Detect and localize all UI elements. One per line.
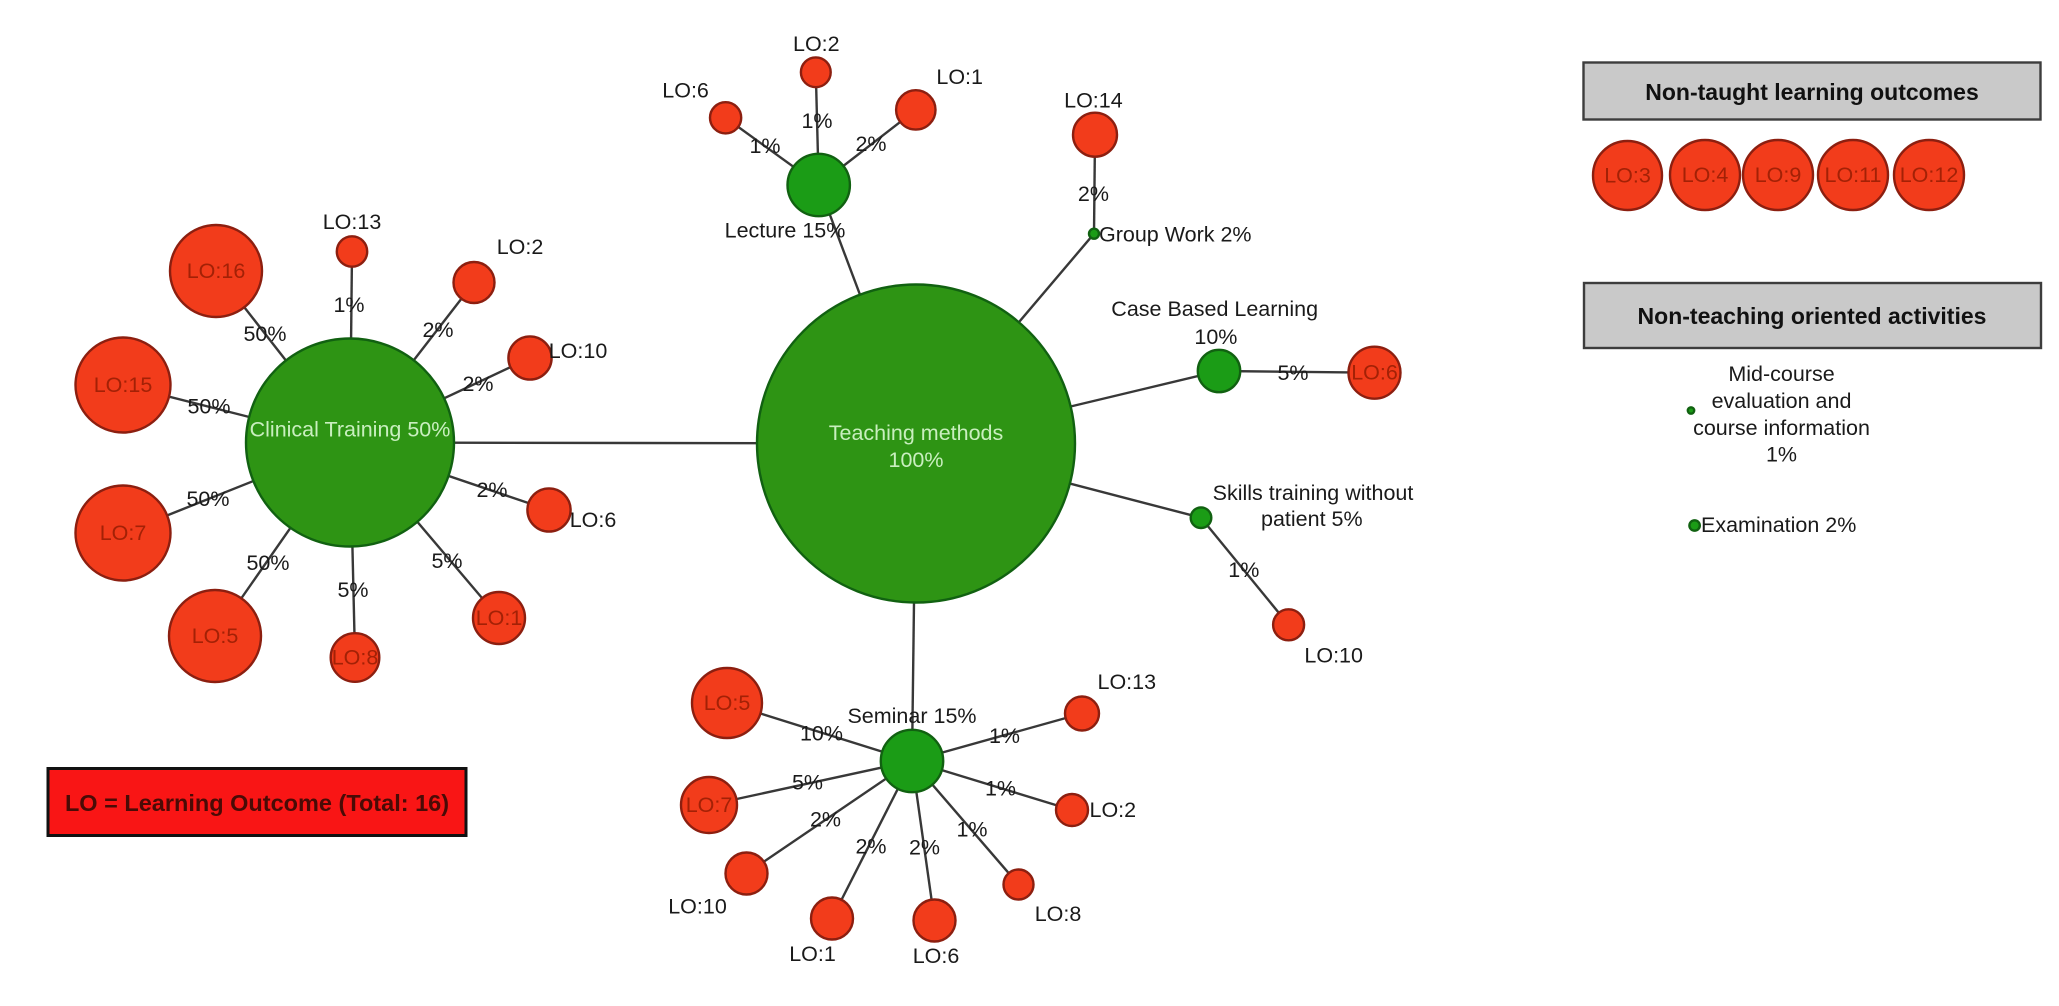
svg-text:Mid-course: Mid-course [1728, 362, 1834, 386]
svg-text:LO:2: LO:2 [793, 32, 840, 56]
svg-text:2%: 2% [422, 318, 453, 342]
svg-text:1%: 1% [989, 724, 1020, 748]
svg-text:Non-teaching oriented activiti: Non-teaching oriented activities [1638, 303, 1987, 329]
svg-text:2%: 2% [855, 132, 886, 156]
svg-text:1%: 1% [333, 293, 364, 317]
svg-text:50%: 50% [187, 395, 230, 419]
svg-text:LO:14: LO:14 [1064, 89, 1123, 113]
svg-text:5%: 5% [337, 578, 368, 602]
svg-text:LO:1: LO:1 [476, 606, 523, 630]
svg-text:Case Based Learning: Case Based Learning [1111, 297, 1318, 321]
svg-text:LO:1: LO:1 [936, 65, 983, 89]
svg-text:2%: 2% [462, 372, 493, 396]
svg-text:1%: 1% [1228, 558, 1259, 582]
svg-text:LO:4: LO:4 [1682, 163, 1729, 187]
svg-text:LO:8: LO:8 [332, 646, 379, 670]
svg-text:LO:6: LO:6 [1351, 361, 1398, 385]
svg-text:Clinical Training 50%: Clinical Training 50% [250, 418, 451, 442]
svg-text:5%: 5% [792, 771, 823, 795]
svg-text:LO:3: LO:3 [1604, 164, 1651, 188]
svg-text:10%: 10% [1194, 325, 1237, 349]
svg-text:LO:10: LO:10 [549, 339, 608, 363]
svg-text:LO:6: LO:6 [913, 944, 960, 968]
svg-text:LO:5: LO:5 [192, 624, 239, 648]
svg-text:LO:10: LO:10 [668, 895, 727, 919]
svg-text:2%: 2% [810, 808, 841, 832]
svg-text:Group Work 2%: Group Work 2% [1099, 223, 1252, 247]
svg-text:LO:7: LO:7 [686, 793, 733, 817]
svg-text:Skills training without: Skills training without [1213, 481, 1414, 505]
svg-text:Lecture 15%: Lecture 15% [725, 219, 846, 243]
svg-text:LO:9: LO:9 [1755, 163, 1802, 187]
svg-text:1%: 1% [1766, 443, 1797, 467]
svg-text:1%: 1% [956, 818, 987, 842]
svg-text:10%: 10% [800, 722, 843, 746]
svg-text:50%: 50% [186, 487, 229, 511]
svg-text:LO:12: LO:12 [1900, 163, 1959, 187]
svg-text:Examination 2%: Examination 2% [1701, 513, 1856, 537]
svg-text:1%: 1% [749, 134, 780, 158]
svg-text:2%: 2% [476, 478, 507, 502]
svg-text:100%: 100% [889, 448, 944, 472]
svg-text:LO:2: LO:2 [1089, 798, 1136, 822]
svg-text:LO:13: LO:13 [323, 210, 382, 234]
svg-text:LO:2: LO:2 [497, 235, 544, 259]
svg-text:LO:6: LO:6 [570, 508, 617, 532]
svg-text:2%: 2% [855, 835, 886, 859]
svg-text:1%: 1% [801, 109, 832, 133]
svg-text:LO:15: LO:15 [94, 373, 153, 397]
svg-text:LO:1: LO:1 [789, 942, 836, 966]
svg-text:50%: 50% [243, 322, 286, 346]
svg-text:LO = Learning Outcome (Total:: LO = Learning Outcome (Total: 16) [65, 790, 449, 816]
svg-text:course information: course information [1693, 416, 1870, 440]
svg-text:Teaching methods: Teaching methods [829, 421, 1004, 445]
svg-text:LO:11: LO:11 [1825, 163, 1882, 187]
svg-text:LO:8: LO:8 [1035, 902, 1082, 926]
svg-text:Non-taught learning outcomes: Non-taught learning outcomes [1645, 79, 1979, 105]
svg-text:2%: 2% [909, 836, 940, 860]
svg-text:Seminar 15%: Seminar 15% [847, 704, 976, 728]
svg-text:LO:6: LO:6 [662, 79, 709, 103]
svg-text:5%: 5% [431, 549, 462, 573]
svg-text:evaluation and: evaluation and [1712, 389, 1852, 413]
svg-text:patient 5%: patient 5% [1261, 507, 1363, 531]
svg-text:LO:5: LO:5 [704, 691, 751, 715]
svg-text:LO:10: LO:10 [1304, 644, 1363, 668]
svg-text:1%: 1% [985, 777, 1016, 801]
svg-text:50%: 50% [246, 551, 289, 575]
svg-text:LO:13: LO:13 [1098, 670, 1157, 694]
svg-text:LO:16: LO:16 [187, 259, 246, 283]
svg-text:5%: 5% [1277, 361, 1308, 385]
svg-text:LO:7: LO:7 [100, 521, 147, 545]
svg-text:2%: 2% [1078, 182, 1109, 206]
